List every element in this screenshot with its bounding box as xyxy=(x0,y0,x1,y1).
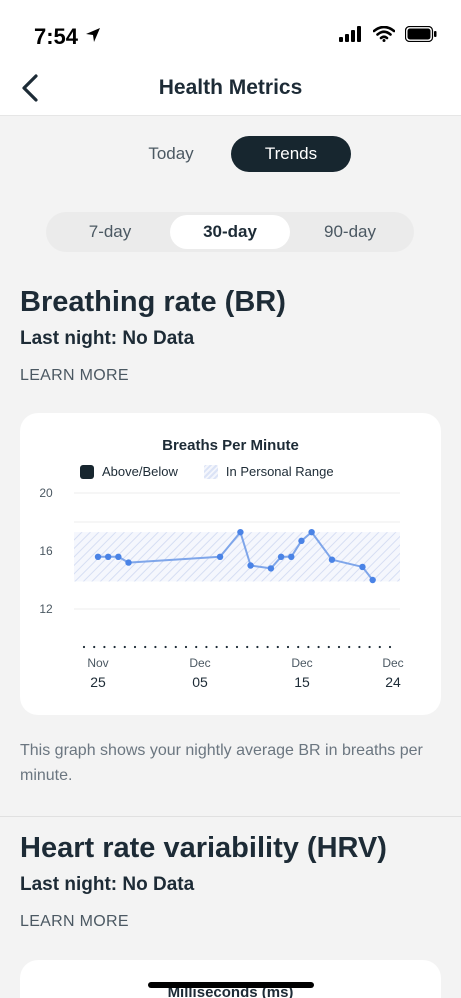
home-indicator xyxy=(148,982,314,988)
br-section-title: Breathing rate (BR) xyxy=(20,286,286,318)
data-point xyxy=(125,559,132,566)
data-point xyxy=(308,528,315,536)
hrv-chart-card: Milliseconds (ms) xyxy=(20,960,441,998)
data-point xyxy=(115,553,122,560)
y-tick-label: 12 xyxy=(39,602,53,616)
x-axis-tick-dot xyxy=(184,645,188,649)
x-tick-day: 24 xyxy=(385,674,401,690)
x-axis-tick-dot xyxy=(317,645,320,649)
location-arrow-icon xyxy=(84,24,102,50)
x-tick-month: Dec xyxy=(291,656,312,670)
section-divider xyxy=(0,816,461,817)
cellular-signal-icon xyxy=(339,26,363,47)
tab-trends[interactable]: Trends xyxy=(231,136,351,172)
data-point xyxy=(237,528,244,536)
tab-today[interactable]: Today xyxy=(148,144,194,163)
x-axis-tick-dot xyxy=(256,645,259,649)
x-axis-tick-dot xyxy=(358,645,361,649)
x-axis-tick-dot xyxy=(286,645,290,649)
data-point xyxy=(298,537,305,545)
x-axis-tick-dot xyxy=(297,645,300,649)
chart-title: Breaths Per Minute xyxy=(162,437,299,454)
legend-item-above-below: Above/Below xyxy=(80,464,178,479)
br-chart-card: Breaths Per Minute Above/Below In Person… xyxy=(20,413,441,715)
data-point xyxy=(94,553,102,560)
legend-label-above-below: Above/Below xyxy=(102,464,178,479)
x-axis-tick-dot xyxy=(378,645,381,649)
x-axis-tick-dot xyxy=(93,645,96,649)
hrv-section-title: Heart rate variability (HRV) xyxy=(20,832,387,864)
range-toggle: 7-day 30-day 90-day xyxy=(46,212,414,252)
x-axis-tick-dot xyxy=(113,645,116,649)
page-title: Health Metrics xyxy=(158,76,303,99)
view-toggle: Today Trends xyxy=(111,136,351,172)
status-icons xyxy=(339,25,437,47)
x-axis-tick-dot xyxy=(133,645,137,649)
back-button[interactable] xyxy=(14,70,46,106)
br-chart: 20 16 12 Nov 25 Dec 05 Dec 15 Dec 24 xyxy=(39,486,403,690)
legend-label-in-range: In Personal Range xyxy=(225,464,334,479)
x-axis-tick-dot xyxy=(82,645,86,649)
x-axis-tick-dot xyxy=(246,645,249,649)
hrv-last-night: Last night: No Data xyxy=(20,874,195,895)
x-axis-tick-dot xyxy=(388,645,392,649)
personal-range-band xyxy=(74,532,400,582)
x-axis-tick-dot xyxy=(144,645,147,649)
tab-30-day[interactable]: 30-day xyxy=(170,215,290,249)
x-tick-month: Nov xyxy=(87,656,108,670)
data-point xyxy=(104,553,112,560)
x-axis-tick-dot xyxy=(154,645,157,649)
x-axis-tick-dot xyxy=(123,645,126,649)
x-tick-month: Dec xyxy=(382,656,403,670)
chart-legend: Above/Below In Personal Range xyxy=(80,464,334,479)
data-point xyxy=(277,553,285,560)
hrv-learn-more-link[interactable]: LEARN MORE xyxy=(20,913,129,930)
br-learn-more-link[interactable]: LEARN MORE xyxy=(20,367,129,384)
x-axis-tick-dot xyxy=(337,645,341,649)
data-point xyxy=(369,576,376,584)
x-axis-tick-dot xyxy=(307,645,310,649)
tab-7-day[interactable]: 7-day xyxy=(88,222,132,241)
legend-swatch-dark xyxy=(80,464,94,479)
br-last-night: Last night: No Data xyxy=(20,328,195,349)
data-point xyxy=(328,556,336,563)
x-axis-tick-dot xyxy=(205,645,208,649)
nav-bar: Health Metrics xyxy=(0,62,461,116)
x-axis-tick-dot xyxy=(348,645,351,649)
x-axis-tick-dot xyxy=(225,645,228,649)
x-axis-tick-dot xyxy=(195,645,198,649)
x-axis-tick-dot xyxy=(327,645,330,649)
x-axis-tick-dot xyxy=(276,645,279,649)
data-point xyxy=(288,553,295,560)
x-axis-tick-dot xyxy=(368,645,371,649)
status-time: 7:54 xyxy=(34,24,79,49)
data-point xyxy=(247,562,254,569)
data-point xyxy=(359,563,366,571)
y-tick-label: 20 xyxy=(39,486,53,500)
x-tick-month: Dec xyxy=(189,656,210,670)
x-axis-tick-dot xyxy=(215,645,218,649)
x-tick-day: 15 xyxy=(294,674,310,690)
data-point xyxy=(216,553,224,560)
data-point xyxy=(267,565,275,572)
x-axis-tick-dot xyxy=(266,645,269,649)
wifi-icon xyxy=(372,25,396,47)
x-axis-tick-dot xyxy=(235,645,239,649)
x-tick-day: 25 xyxy=(90,674,106,690)
x-axis-tick-dot xyxy=(174,645,177,649)
tab-90-day[interactable]: 90-day xyxy=(324,222,376,241)
status-time-group: 7:54 xyxy=(34,24,102,50)
legend-swatch-hatch xyxy=(203,464,218,479)
x-axis-tick-dot xyxy=(164,645,167,649)
status-bar: 7:54 xyxy=(0,0,461,70)
x-axis-tick-dot xyxy=(103,645,106,649)
br-description: This graph shows your nightly average BR… xyxy=(20,742,423,784)
legend-item-in-range: In Personal Range xyxy=(203,464,334,479)
y-tick-label: 16 xyxy=(39,544,53,558)
battery-icon xyxy=(404,25,437,47)
chevron-left-icon xyxy=(22,74,38,102)
x-tick-day: 05 xyxy=(192,674,208,690)
